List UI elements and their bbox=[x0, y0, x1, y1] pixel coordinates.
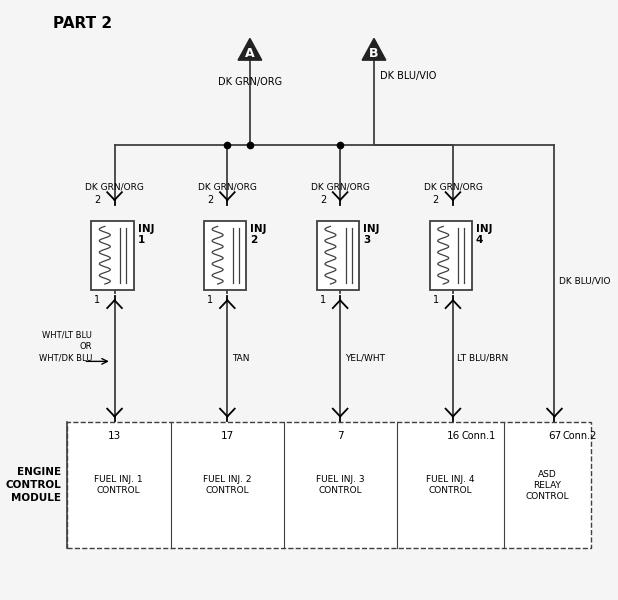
Text: INJ
4: INJ 4 bbox=[476, 224, 493, 245]
Text: INJ
3: INJ 3 bbox=[363, 224, 379, 245]
Text: DK GRN/ORG: DK GRN/ORG bbox=[85, 182, 144, 191]
Text: 7: 7 bbox=[337, 431, 344, 442]
Text: B: B bbox=[369, 47, 379, 60]
Text: 2: 2 bbox=[320, 195, 326, 205]
Text: WHT/LT BLU
OR
WHT/DK BLU: WHT/LT BLU OR WHT/DK BLU bbox=[38, 331, 92, 362]
Text: TAN: TAN bbox=[232, 354, 249, 363]
Polygon shape bbox=[362, 38, 386, 60]
Bar bbox=[91, 221, 133, 290]
Text: DK BLU/VIO: DK BLU/VIO bbox=[379, 71, 436, 81]
Text: FUEL INJ. 2
CONTROL: FUEL INJ. 2 CONTROL bbox=[203, 475, 252, 495]
Text: ENGINE
CONTROL
MODULE: ENGINE CONTROL MODULE bbox=[5, 467, 61, 503]
Text: ASD
RELAY
CONTROL: ASD RELAY CONTROL bbox=[526, 470, 569, 501]
Text: DK GRN/ORG: DK GRN/ORG bbox=[218, 77, 282, 87]
Text: 13: 13 bbox=[108, 431, 121, 442]
Text: 1: 1 bbox=[433, 295, 439, 305]
Text: DK GRN/ORG: DK GRN/ORG bbox=[311, 182, 370, 191]
Text: 1: 1 bbox=[320, 295, 326, 305]
Text: DK GRN/ORG: DK GRN/ORG bbox=[423, 182, 483, 191]
Text: INJ
1: INJ 1 bbox=[138, 224, 154, 245]
Text: 2: 2 bbox=[433, 195, 439, 205]
Text: YEL/WHT: YEL/WHT bbox=[345, 354, 384, 363]
Text: Conn.2: Conn.2 bbox=[563, 431, 598, 442]
Text: FUEL INJ. 4
CONTROL: FUEL INJ. 4 CONTROL bbox=[426, 475, 475, 495]
Text: FUEL INJ. 3
CONTROL: FUEL INJ. 3 CONTROL bbox=[316, 475, 365, 495]
Text: PART 2: PART 2 bbox=[53, 16, 112, 31]
Text: Conn.1: Conn.1 bbox=[462, 431, 496, 442]
Text: 1: 1 bbox=[95, 295, 101, 305]
Text: 67: 67 bbox=[548, 431, 561, 442]
Bar bbox=[317, 221, 359, 290]
Text: easyautodiagnostics.com: easyautodiagnostics.com bbox=[221, 484, 415, 499]
Text: 1: 1 bbox=[207, 295, 213, 305]
Bar bbox=[430, 221, 472, 290]
Bar bbox=[67, 422, 591, 548]
Text: DK GRN/ORG: DK GRN/ORG bbox=[198, 182, 257, 191]
Bar bbox=[204, 221, 247, 290]
Text: 17: 17 bbox=[221, 431, 234, 442]
Text: LT BLU/BRN: LT BLU/BRN bbox=[457, 354, 509, 363]
Text: INJ
2: INJ 2 bbox=[250, 224, 267, 245]
Text: DK BLU/VIO: DK BLU/VIO bbox=[559, 276, 611, 285]
Text: 2: 2 bbox=[207, 195, 213, 205]
Text: 2: 2 bbox=[94, 195, 101, 205]
Polygon shape bbox=[238, 38, 262, 60]
Text: 16: 16 bbox=[446, 431, 460, 442]
Text: A: A bbox=[245, 47, 255, 60]
Text: FUEL INJ. 1
CONTROL: FUEL INJ. 1 CONTROL bbox=[95, 475, 143, 495]
